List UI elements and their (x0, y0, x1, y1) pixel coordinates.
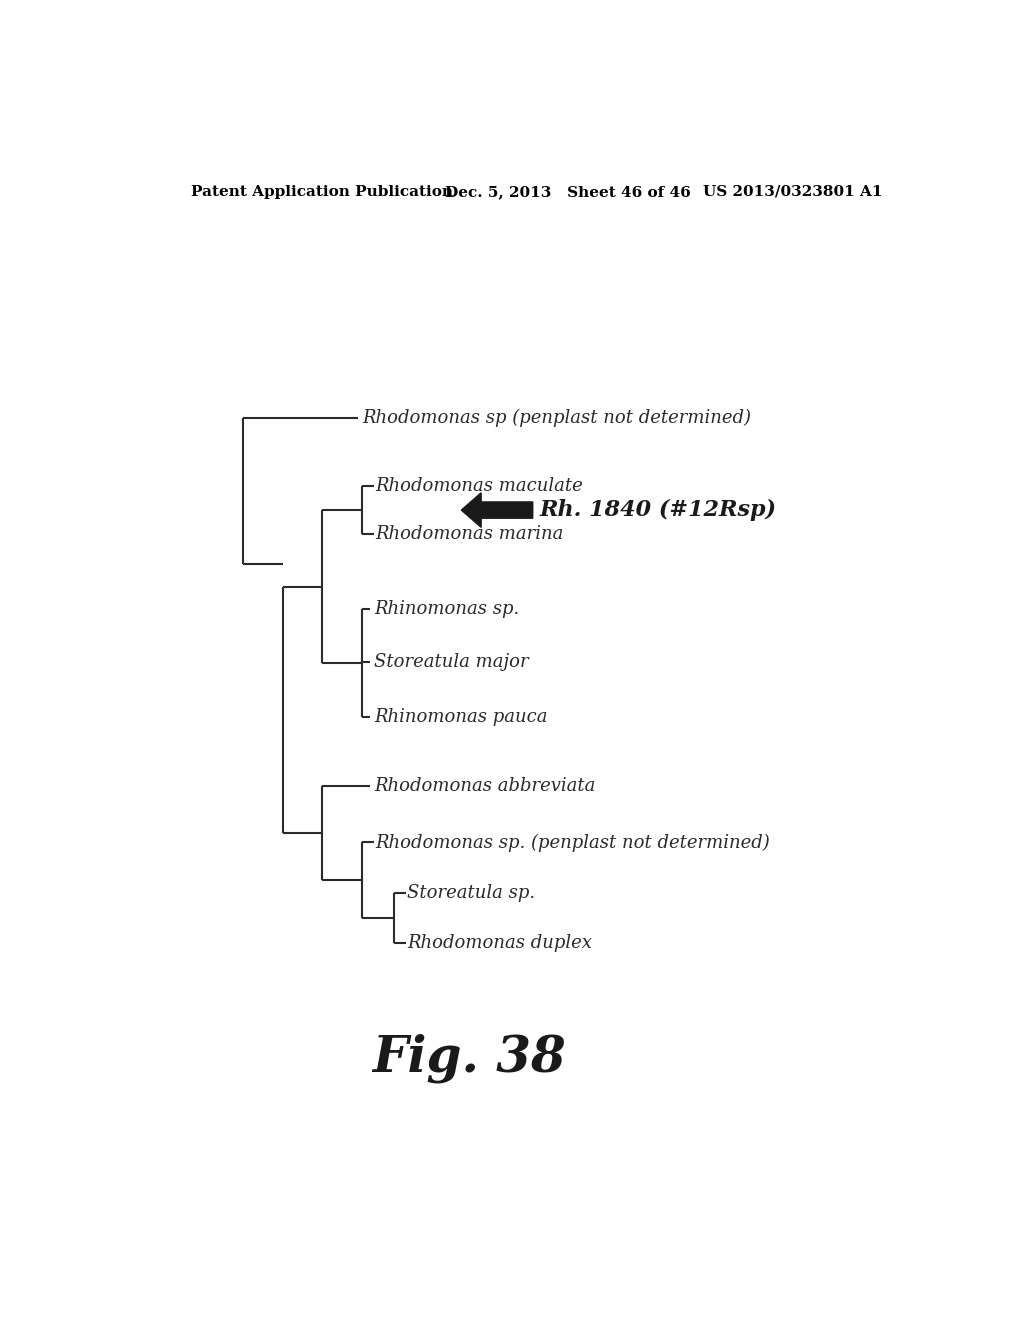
Text: Rhodomonas maculate: Rhodomonas maculate (376, 477, 584, 495)
Text: Rhodomonas marina: Rhodomonas marina (376, 525, 564, 544)
Text: US 2013/0323801 A1: US 2013/0323801 A1 (703, 185, 883, 199)
FancyArrow shape (461, 492, 532, 528)
Text: Rhinomonas sp.: Rhinomonas sp. (374, 599, 519, 618)
Text: Patent Application Publication: Patent Application Publication (191, 185, 454, 199)
Text: Rhodomonas sp. (penplast not determined): Rhodomonas sp. (penplast not determined) (376, 833, 770, 851)
Text: Rhodomonas abbreviata: Rhodomonas abbreviata (374, 776, 595, 795)
Text: Rh. 1840 (#12Rsp): Rh. 1840 (#12Rsp) (539, 499, 776, 521)
Text: Rhodomonas duplex: Rhodomonas duplex (408, 935, 592, 952)
Text: Storeatula sp.: Storeatula sp. (408, 884, 536, 903)
Text: Storeatula major: Storeatula major (374, 652, 528, 671)
Text: Fig. 38: Fig. 38 (373, 1034, 566, 1082)
Text: Rhodomonas sp (penplast not determined): Rhodomonas sp (penplast not determined) (362, 408, 752, 426)
Text: Rhinomonas pauca: Rhinomonas pauca (374, 709, 548, 726)
Text: Dec. 5, 2013   Sheet 46 of 46: Dec. 5, 2013 Sheet 46 of 46 (445, 185, 691, 199)
